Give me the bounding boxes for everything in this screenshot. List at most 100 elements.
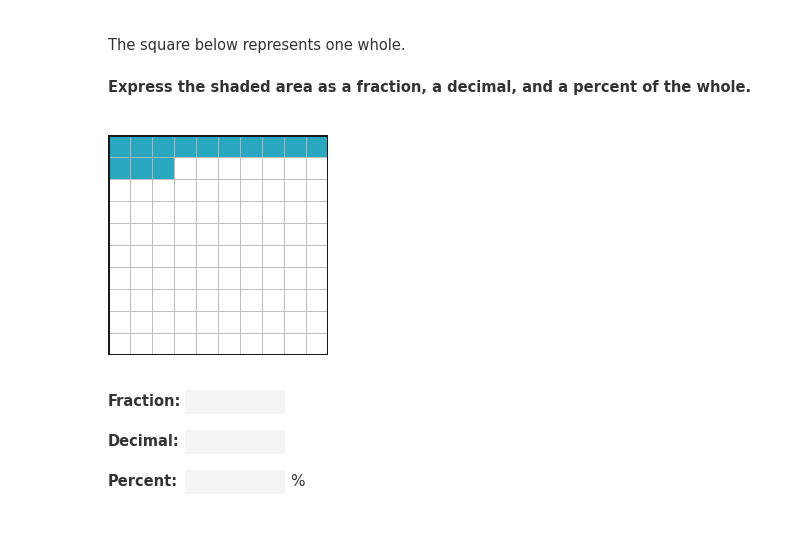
Bar: [240, 201, 262, 223]
Bar: [284, 245, 306, 267]
Bar: [262, 245, 284, 267]
Bar: [284, 157, 306, 179]
Bar: [152, 201, 174, 223]
Bar: [240, 135, 262, 157]
Bar: [262, 201, 284, 223]
Bar: [196, 289, 218, 311]
Bar: [284, 179, 306, 201]
Bar: [262, 333, 284, 355]
Bar: [174, 311, 196, 333]
Bar: [240, 223, 262, 245]
Bar: [196, 157, 218, 179]
Bar: [284, 333, 306, 355]
Bar: [240, 157, 262, 179]
Bar: [240, 245, 262, 267]
Bar: [218, 201, 240, 223]
FancyBboxPatch shape: [178, 469, 292, 495]
Bar: [130, 311, 152, 333]
Bar: [306, 135, 328, 157]
Bar: [152, 267, 174, 289]
Text: %: %: [290, 474, 305, 489]
Bar: [108, 157, 130, 179]
Text: Percent:: Percent:: [108, 474, 178, 489]
Bar: [240, 179, 262, 201]
Bar: [240, 267, 262, 289]
Bar: [130, 223, 152, 245]
Bar: [108, 223, 130, 245]
Bar: [152, 157, 174, 179]
Bar: [108, 289, 130, 311]
Bar: [130, 333, 152, 355]
Bar: [130, 179, 152, 201]
Bar: [174, 223, 196, 245]
Bar: [108, 333, 130, 355]
Bar: [130, 135, 152, 157]
Bar: [306, 245, 328, 267]
Text: Express the shaded area as a fraction, a decimal, and a percent of the whole.: Express the shaded area as a fraction, a…: [108, 80, 751, 95]
Bar: [130, 201, 152, 223]
Bar: [130, 289, 152, 311]
Text: Fraction:: Fraction:: [108, 394, 182, 410]
Bar: [218, 223, 240, 245]
Bar: [174, 179, 196, 201]
Bar: [174, 135, 196, 157]
Bar: [284, 267, 306, 289]
Bar: [152, 179, 174, 201]
Bar: [240, 311, 262, 333]
Bar: [174, 201, 196, 223]
Bar: [174, 289, 196, 311]
Bar: [306, 311, 328, 333]
Bar: [196, 333, 218, 355]
Bar: [196, 311, 218, 333]
Bar: [152, 311, 174, 333]
Bar: [218, 289, 240, 311]
Bar: [108, 311, 130, 333]
Bar: [284, 135, 306, 157]
Bar: [108, 135, 130, 157]
Bar: [130, 267, 152, 289]
Bar: [306, 157, 328, 179]
Bar: [196, 179, 218, 201]
Bar: [284, 289, 306, 311]
Bar: [306, 267, 328, 289]
Bar: [218, 179, 240, 201]
Text: Decimal:: Decimal:: [108, 435, 180, 450]
Bar: [130, 157, 152, 179]
Bar: [262, 157, 284, 179]
Bar: [218, 135, 240, 157]
Bar: [262, 223, 284, 245]
Bar: [306, 333, 328, 355]
Bar: [262, 311, 284, 333]
Bar: [108, 245, 130, 267]
Bar: [108, 179, 130, 201]
Bar: [262, 289, 284, 311]
Bar: [306, 223, 328, 245]
Bar: [218, 311, 240, 333]
Bar: [196, 267, 218, 289]
Bar: [174, 157, 196, 179]
Bar: [152, 135, 174, 157]
Bar: [196, 223, 218, 245]
Bar: [240, 289, 262, 311]
Bar: [306, 201, 328, 223]
Bar: [196, 201, 218, 223]
Bar: [196, 135, 218, 157]
Bar: [152, 289, 174, 311]
Bar: [262, 179, 284, 201]
Bar: [240, 333, 262, 355]
Bar: [284, 223, 306, 245]
Bar: [306, 179, 328, 201]
Bar: [152, 245, 174, 267]
Bar: [218, 333, 240, 355]
Bar: [306, 289, 328, 311]
Bar: [130, 245, 152, 267]
FancyBboxPatch shape: [178, 389, 292, 415]
Text: The square below represents one whole.: The square below represents one whole.: [108, 38, 406, 53]
Bar: [174, 245, 196, 267]
Bar: [218, 245, 240, 267]
Bar: [152, 223, 174, 245]
Bar: [262, 135, 284, 157]
Bar: [174, 333, 196, 355]
Bar: [262, 267, 284, 289]
Bar: [284, 311, 306, 333]
